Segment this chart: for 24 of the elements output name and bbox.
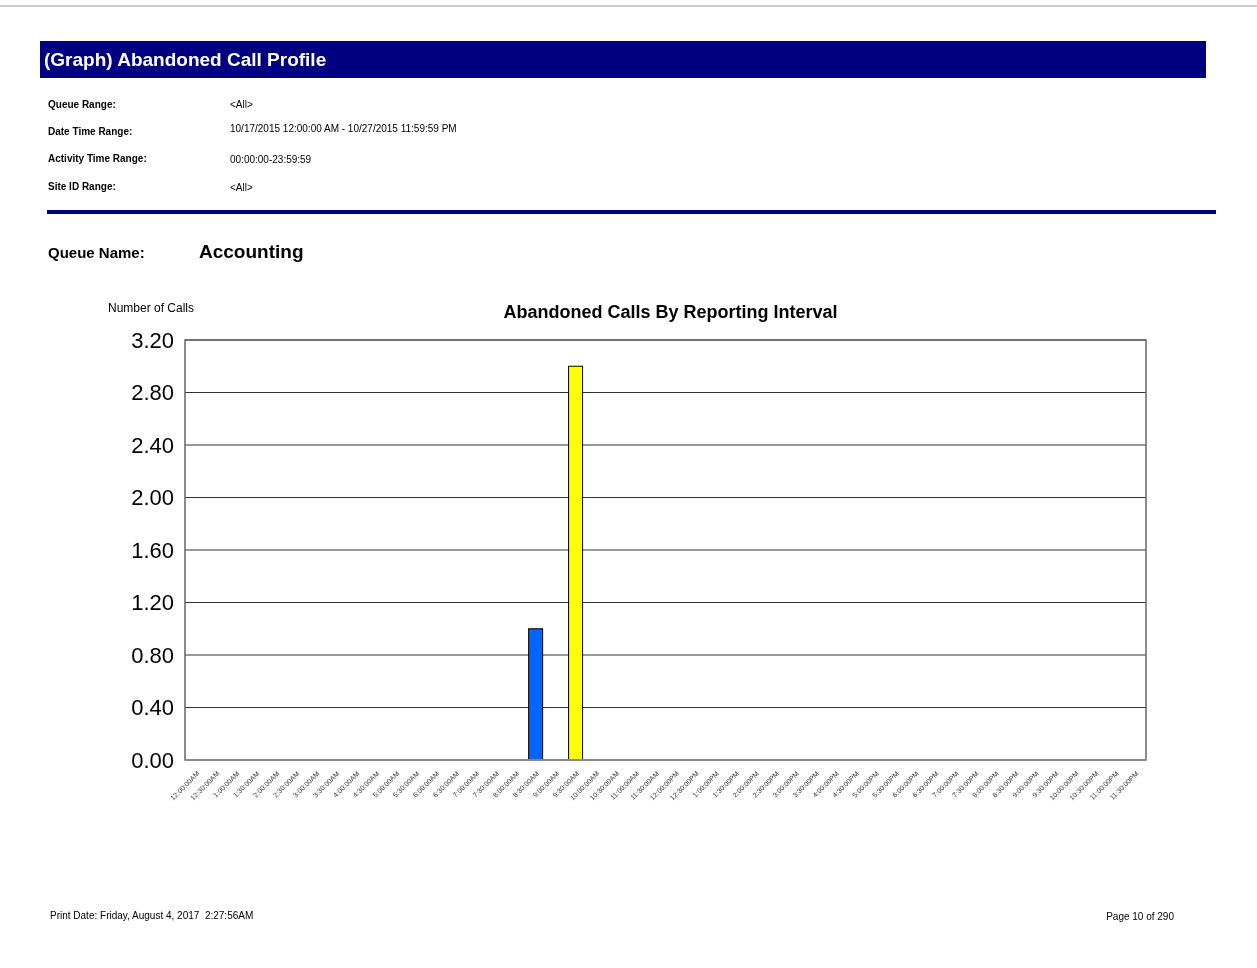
y-tick-label: 2.00	[131, 485, 174, 511]
text: Accounting	[199, 241, 304, 262]
text: Date Time Range:	[48, 126, 133, 137]
text: 00:00:00-23:59:59	[230, 154, 312, 165]
chart-title: (Graph) Abandoned Call Profile	[44, 49, 327, 70]
y-tick-label: 3.20	[131, 327, 174, 353]
text: Activity Time Range:	[48, 153, 147, 164]
text: Queue Name:	[48, 244, 145, 261]
y-tick-label: 2.40	[131, 432, 174, 458]
y-tick-label: 2.80	[131, 380, 174, 406]
y-tick-label: 1.60	[131, 537, 174, 563]
y-tick-label: 1.20	[131, 590, 174, 616]
text: <All>	[230, 99, 253, 110]
y-tick-label: 0.40	[131, 695, 174, 721]
y-tick-label: 0.00	[131, 747, 174, 773]
text: Queue Range:	[48, 99, 116, 110]
y-tick-label: 0.80	[131, 642, 174, 668]
y-axis-title: Number of Calls	[108, 301, 195, 315]
text: 10/17/2015 12:00:00 AM - 10/27/2015 11:59:59 PM	[230, 123, 457, 134]
text: Site ID Range:	[48, 181, 116, 192]
chart-subtitle: Abandoned Calls By Reporting Interval	[503, 302, 838, 322]
text: Print Date: Friday, August 4, 2017 2:27:56AM	[50, 910, 254, 921]
text: Page 10 of 290	[1106, 911, 1175, 922]
text: <All>	[230, 182, 253, 193]
